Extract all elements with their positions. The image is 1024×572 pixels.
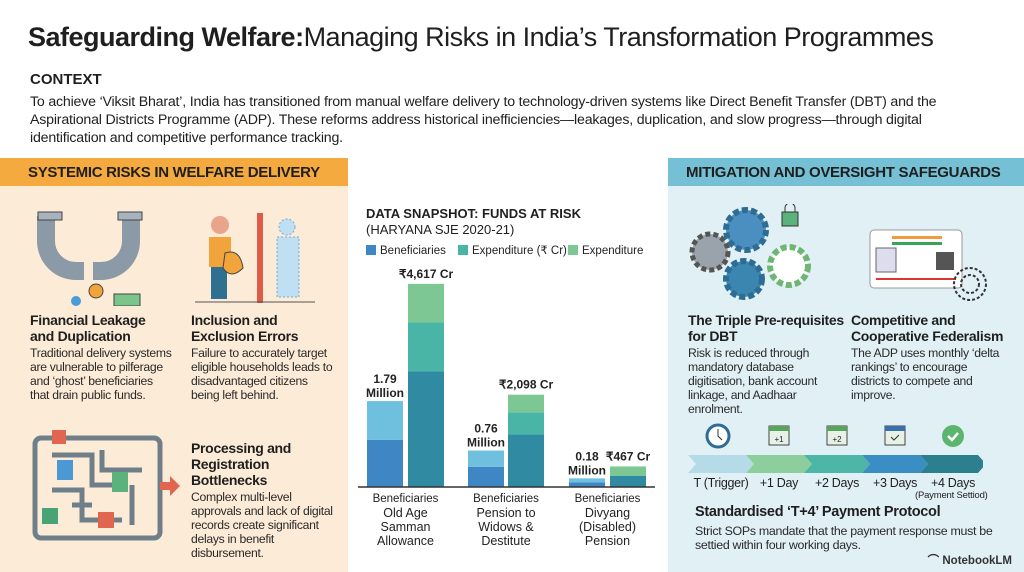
card-text: Risk is reduced through mandatory databa… — [688, 346, 818, 416]
beneficiaries-bar-segment — [569, 478, 605, 483]
card-text: Traditional delivery systems are vulnera… — [30, 346, 172, 402]
category-label: Widows & — [478, 520, 534, 534]
expenditure-bar-segment — [610, 475, 646, 487]
timeline-step-label: T (Trigger) — [693, 476, 749, 490]
expenditure-bar-segment — [508, 412, 544, 435]
timeline-chevron — [746, 455, 812, 473]
card-title: Financial Leakage and Duplication — [30, 312, 146, 344]
panel-header: SYSTEMIC RISKS IN WELFARE DELIVERY — [0, 158, 348, 186]
legend-label: Beneficiaries — [380, 245, 446, 257]
maze-icon — [32, 430, 180, 541]
systemic-risks-panel: SYSTEMIC RISKS IN WELFARE DELIVERY Finan… — [0, 158, 348, 572]
payment-timeline: +1 +2 — [688, 423, 983, 473]
notebooklm-logo: ⌒ NotebookLM — [927, 555, 1012, 567]
legend-swatch — [568, 245, 578, 255]
card-text: The ADP uses monthly ‘delta rankings’ to… — [851, 346, 1000, 402]
beneficiaries-bar-segment — [367, 401, 403, 440]
expenditure-bar-segment — [508, 394, 544, 413]
expenditure-bar-segment — [408, 283, 444, 323]
timeline-chevron — [862, 455, 928, 473]
timeline-chevron — [920, 455, 983, 473]
calendar-badge: +1 — [774, 435, 784, 444]
chart-subtitle: (HARYANA SJE 2020-21) — [366, 222, 514, 237]
timeline-chevron — [804, 455, 870, 473]
gears-icon — [689, 204, 811, 300]
excluded-citizen-icon — [195, 213, 315, 303]
card-title: Processing and Registration Bottlenecks — [191, 440, 292, 488]
chart-title: DATA SNAPSHOT: FUNDS AT RISK — [366, 206, 582, 221]
expenditure-bar-segment — [610, 466, 646, 476]
legend-label: Expenditure (₹ Cr) — [472, 245, 567, 257]
expenditure-value-label: ₹467 Cr — [606, 449, 651, 463]
card-title: Inclusion and Exclusion Errors — [191, 312, 299, 344]
expenditure-value-label: ₹2,098 Cr — [499, 378, 554, 392]
timeline-step-label: +1 Day — [759, 476, 799, 490]
funds-at-risk-chart: DATA SNAPSHOT: FUNDS AT RISK (HARYANA SJ… — [358, 206, 655, 548]
beneficiaries-unit-label: Million — [366, 386, 404, 400]
category-top-label: Beneficiaries — [575, 493, 641, 505]
category-label: Pension — [585, 534, 630, 548]
category-label: (Disabled) — [579, 520, 636, 534]
mitigation-panel: MITIGATION AND OVERSIGHT SAFEGUARDS The … — [668, 158, 1024, 572]
context-heading: CONTEXT — [30, 71, 102, 88]
title-rest: Managing Risks in India’s Transformation… — [303, 22, 934, 52]
beneficiaries-bar-segment — [468, 450, 504, 467]
beneficiaries-bar-segment — [367, 439, 403, 487]
expenditure-bar-segment — [408, 322, 444, 372]
id-card-fingerprint-icon — [869, 229, 987, 301]
beneficiaries-value-label: 0.76 — [474, 422, 498, 436]
beneficiaries-value-label: 1.79 — [373, 372, 397, 386]
context-text: To achieve ‘Viksit Bharat’, India has tr… — [30, 94, 937, 146]
card-title: Competitive and Cooperative Federalism — [851, 312, 1004, 344]
card-title: The Triple Pre-requisites for DBT — [688, 312, 844, 344]
calendar-badge: +2 — [832, 435, 842, 444]
expenditure-value-label: ₹4,617 Cr — [399, 267, 454, 281]
category-top-label: Beneficiaries — [473, 493, 539, 505]
category-label: Pension to — [476, 506, 535, 520]
panel-header: MITIGATION AND OVERSIGHT SAFEGUARDS — [668, 158, 1024, 186]
timeline-step-label: +2 Days — [814, 476, 860, 490]
category-label: Samman — [380, 520, 430, 534]
beneficiaries-value-label: 0.18 — [575, 449, 599, 463]
beneficiaries-unit-label: Million — [568, 463, 606, 477]
page-title: Safeguarding Welfare:Managing Risks in I… — [28, 22, 934, 53]
category-top-label: Beneficiaries — [373, 493, 439, 505]
timeline-chevron — [688, 455, 754, 473]
beneficiaries-bar-segment — [468, 466, 504, 487]
check-circle-icon — [942, 425, 964, 447]
beneficiaries-unit-label: Million — [467, 436, 505, 450]
payment-note: (Payment Settiod) — [915, 490, 988, 501]
category-label: Divyang — [585, 506, 630, 520]
timeline-step-label: +4 Days — [930, 476, 976, 490]
protocol-title: Standardised ‘T+4’ Payment Protocol — [695, 504, 941, 520]
card-text: Complex multi-level approvals and lack o… — [191, 490, 333, 560]
protocol-text: Strict SOPs mandate that the payment res… — [695, 524, 993, 552]
legend-swatch — [458, 245, 468, 255]
beneficiaries-bar-segment — [569, 482, 605, 487]
category-label: Destitute — [481, 534, 530, 548]
expenditure-bar-segment — [508, 434, 544, 487]
expenditure-bar-segment — [408, 371, 444, 487]
legend-swatch — [366, 245, 376, 255]
card-text: Failure to accurately target eligible ho… — [191, 346, 333, 402]
leaking-pipe-icon — [37, 211, 143, 306]
category-label: Allowance — [377, 534, 434, 548]
legend-label: Expenditure — [582, 245, 643, 257]
brand-text: NotebookLM — [942, 555, 1012, 567]
title-bold: Safeguarding Welfare: — [28, 22, 304, 52]
timeline-step-label: +3 Days — [872, 476, 918, 490]
chart-legend: Beneficiaries Expenditure (₹ Cr) Expenditu… — [366, 245, 643, 257]
category-label: Old Age — [383, 506, 428, 520]
